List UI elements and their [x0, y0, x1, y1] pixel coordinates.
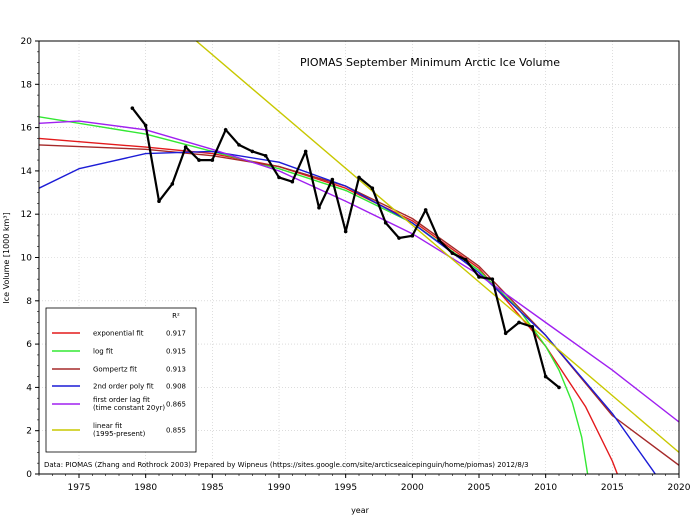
y-tick-label: 14 — [21, 167, 33, 177]
observed-point — [157, 199, 161, 204]
legend-label: Gompertz fit — [93, 366, 137, 374]
observed-series — [130, 106, 561, 390]
legend-r2-value: 0.917 — [166, 330, 186, 338]
x-tick-label: 1975 — [68, 483, 91, 493]
y-tick-label: 6 — [26, 340, 32, 350]
observed-point — [357, 175, 361, 180]
data-credit: Data: PIOMAS (Zhang and Rothrock 2003) P… — [44, 461, 529, 469]
x-axis-label: year — [351, 506, 370, 515]
y-tick-label: 20 — [21, 37, 33, 47]
observed-point — [183, 145, 188, 149]
observed-point — [223, 127, 228, 132]
observed-point — [330, 177, 335, 182]
fit-line-5 — [195, 41, 679, 453]
observed-point — [250, 149, 255, 154]
x-tick-label: 2010 — [534, 483, 557, 493]
legend-label: exponential fit — [93, 330, 144, 338]
x-tick-label: 1980 — [134, 483, 157, 493]
observed-point — [397, 236, 401, 240]
x-tick-label: 2020 — [668, 483, 691, 493]
observed-point — [450, 251, 455, 255]
observed-point — [303, 149, 308, 154]
observed-point — [423, 208, 428, 212]
legend-box — [45, 307, 197, 453]
legend: R² exponential fit 0.917 log fit 0.915 Gompe… — [45, 307, 197, 453]
observed-point — [143, 123, 148, 128]
observed-point — [530, 324, 535, 329]
y-tick-label: 2 — [26, 427, 32, 437]
x-tick-label: 2015 — [601, 483, 624, 493]
observed-point — [437, 238, 441, 242]
y-tick-label: 4 — [26, 383, 32, 393]
fit-line-4 — [39, 120, 679, 423]
observed-point — [477, 275, 481, 279]
y-tick-label: 0 — [26, 470, 32, 480]
legend-r2-value: 0.855 — [166, 427, 186, 435]
observed-point — [557, 385, 561, 390]
observed-point — [130, 106, 135, 110]
legend-label: 2nd order poly fit — [93, 383, 154, 391]
observed-point — [197, 158, 201, 162]
legend-label: (time constant 20yr) — [93, 404, 165, 412]
observed-point — [543, 374, 548, 379]
y-axis-label: Ice Volume [1000 km³] — [2, 212, 11, 303]
x-tick-label: 1990 — [268, 483, 291, 493]
observed-point — [383, 221, 388, 225]
chart-title: PIOMAS September Minimum Arctic Ice Volu… — [300, 56, 560, 69]
observed-point — [170, 182, 175, 186]
observed-point — [370, 186, 375, 191]
y-tick-label: 8 — [26, 297, 32, 307]
x-tick-label: 2000 — [401, 483, 424, 493]
legend-label: log fit — [93, 348, 113, 356]
legend-r2-value: 0.915 — [166, 348, 186, 356]
legend-r2-value: 0.908 — [166, 383, 186, 391]
observed-point — [503, 331, 508, 336]
observed-point — [317, 205, 321, 210]
observed-point — [263, 153, 268, 158]
legend-label: first order lag fit — [93, 396, 150, 404]
axis-ticks: 1975 1980 1985 1990 1995 2000 2005 2010 2015 2020… — [21, 37, 691, 493]
y-tick-label: 18 — [21, 80, 33, 90]
observed-point — [517, 320, 521, 325]
observed-point — [210, 158, 215, 162]
x-tick-label: 2005 — [468, 483, 491, 493]
observed-point — [410, 234, 415, 238]
observed-point — [237, 143, 241, 147]
legend-r2-value: 0.865 — [166, 401, 186, 409]
legend-r2-value: 0.913 — [166, 366, 186, 374]
y-tick-label: 12 — [21, 210, 32, 220]
observed-point — [463, 257, 468, 262]
observed-point — [277, 175, 281, 180]
legend-label: linear fit — [93, 422, 122, 430]
y-tick-label: 16 — [21, 124, 33, 134]
observed-point — [290, 179, 295, 184]
legend-label: (1995-present) — [93, 430, 146, 438]
observed-point — [343, 229, 348, 234]
x-tick-label: 1985 — [201, 483, 224, 493]
legend-r2-header: R² — [172, 312, 180, 320]
observed-point — [490, 277, 495, 281]
y-tick-label: 10 — [21, 254, 33, 264]
x-tick-label: 1995 — [334, 483, 357, 493]
